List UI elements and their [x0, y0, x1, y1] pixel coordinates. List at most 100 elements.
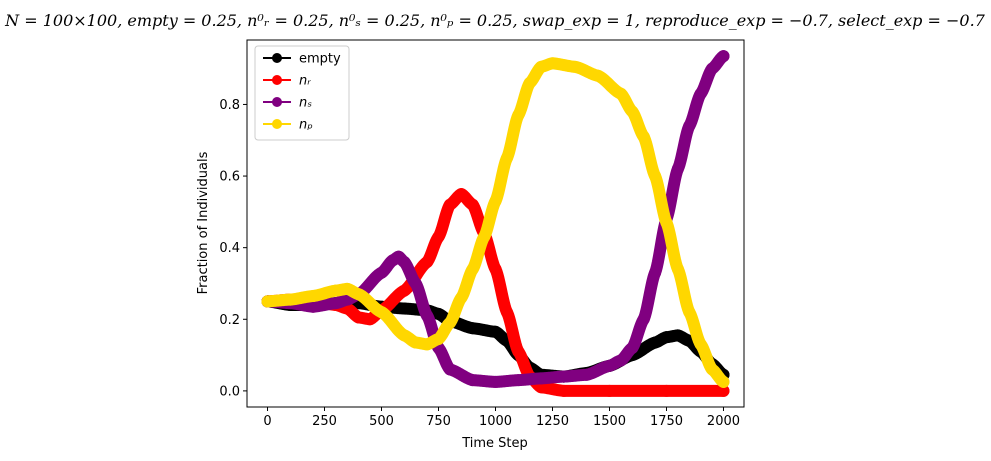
data-point [466, 374, 479, 387]
data-point [478, 230, 491, 243]
y-tick-label: 0.6 [219, 170, 240, 185]
data-point [443, 198, 456, 211]
data-point [455, 291, 468, 304]
series-n-s [261, 50, 730, 388]
data-point [717, 375, 730, 388]
data-point [523, 76, 536, 89]
y-axis: 0.0 0.2 0.4 0.6 0.8 [219, 98, 247, 399]
data-point [261, 295, 274, 308]
data-point [421, 309, 434, 322]
series-n-p [261, 57, 730, 388]
data-point [637, 313, 650, 326]
data-point [398, 255, 411, 268]
data-point [398, 284, 411, 297]
data-point [569, 60, 582, 73]
data-point [717, 384, 730, 397]
data-point [603, 384, 616, 397]
x-tick-label: 500 [369, 414, 394, 429]
data-point [592, 69, 605, 82]
data-point [694, 338, 707, 351]
x-tick-label: 250 [312, 414, 337, 429]
data-point [455, 187, 468, 200]
data-point [364, 313, 377, 326]
data-point [489, 375, 502, 388]
legend-marker [272, 53, 282, 63]
y-tick-label: 0.4 [219, 241, 240, 256]
data-point [489, 195, 502, 208]
data-point [717, 50, 730, 63]
data-point [626, 105, 639, 118]
data-point [649, 266, 662, 279]
legend-label: nₚ [299, 118, 313, 133]
data-point [466, 322, 479, 335]
legend-marker [272, 75, 282, 85]
legend-item-n-r: nᵣ [263, 74, 311, 89]
data-point [375, 266, 388, 279]
data-point [614, 87, 627, 100]
data-point [352, 288, 365, 301]
data-point [432, 230, 445, 243]
data-point [660, 331, 673, 344]
legend-marker [272, 119, 282, 129]
legend-item-empty: empty [263, 52, 341, 67]
data-point [603, 359, 616, 372]
data-point [432, 307, 445, 320]
data-point [421, 338, 434, 351]
x-tick-label: 0 [263, 414, 271, 429]
data-point [284, 293, 297, 306]
data-point [580, 368, 593, 381]
data-point [329, 284, 342, 297]
data-point [307, 290, 320, 303]
legend: empty nᵣ nₛ nₚ [254, 45, 350, 141]
data-point [614, 354, 627, 367]
x-tick-label: 1750 [650, 414, 683, 429]
data-point [649, 336, 662, 349]
data-point [443, 363, 456, 376]
data-point [398, 329, 411, 342]
data-point [489, 263, 502, 276]
x-tick-label: 2000 [707, 414, 740, 429]
x-tick-label: 1500 [593, 414, 626, 429]
data-point [694, 87, 707, 100]
data-point [409, 336, 422, 349]
data-point [671, 162, 684, 175]
data-point [329, 297, 342, 310]
x-tick-label: 1000 [479, 414, 512, 429]
x-tick-label: 1250 [536, 414, 569, 429]
data-point [466, 263, 479, 276]
legend-marker [272, 97, 282, 107]
data-point [683, 119, 696, 132]
data-point [626, 341, 639, 354]
data-point [660, 216, 673, 229]
x-tick-label: 750 [426, 414, 451, 429]
data-point [512, 345, 525, 358]
y-tick-label: 0.2 [219, 313, 240, 328]
y-tick-label: 0.8 [219, 98, 240, 113]
data-point [500, 152, 513, 165]
data-point [421, 255, 434, 268]
legend-label: nᵣ [299, 74, 311, 89]
chart-title: N = 100×100, empty = 0.25, n⁰ᵣ = 0.25, n… [4, 11, 986, 30]
data-point [706, 363, 719, 376]
data-point [489, 325, 502, 338]
data-point [660, 384, 673, 397]
data-point [307, 300, 320, 313]
data-point [512, 374, 525, 387]
data-point [352, 311, 365, 324]
data-point [637, 130, 650, 143]
legend-item-n-s: nₛ [263, 96, 312, 111]
data-point [375, 306, 388, 319]
data-point [409, 277, 422, 290]
data-point [546, 57, 559, 70]
data-point [557, 384, 570, 397]
legend-item-n-p: nₚ [263, 118, 313, 133]
data-point [706, 62, 719, 75]
data-point [683, 306, 696, 319]
data-point [466, 198, 479, 211]
y-tick-label: 0.0 [219, 384, 240, 399]
data-point [443, 316, 456, 329]
data-point [500, 306, 513, 319]
x-axis-label: Time Step [461, 436, 528, 451]
